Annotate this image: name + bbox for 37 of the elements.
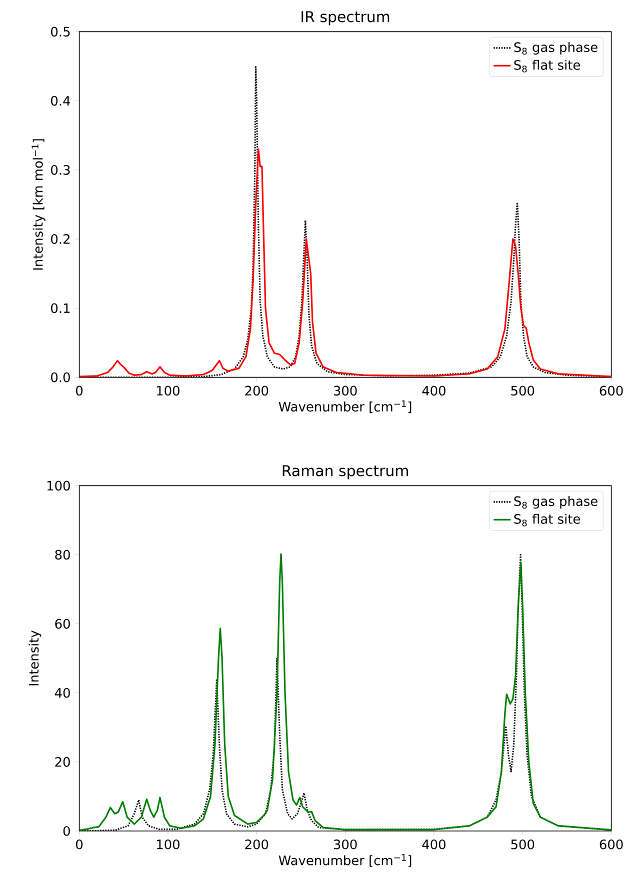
x-tick-label: 300 — [334, 840, 357, 850]
x-tick-label: 600 — [600, 386, 623, 396]
x-tick-label: 300 — [334, 386, 357, 396]
chart-title: Raman spectrum — [282, 465, 408, 480]
y-tick-label: 80 — [55, 550, 70, 560]
x-tick-label: 400 — [422, 386, 446, 396]
x-tick-label: 0 — [76, 840, 83, 850]
chart-title: IR spectrum — [302, 11, 390, 26]
x-tick-label: 200 — [245, 386, 268, 396]
x-tick-label: 400 — [422, 840, 446, 850]
x-tick-label: 0 — [76, 386, 83, 396]
y-tick-label: 0.0 — [51, 372, 70, 382]
y-tick-label: 0 — [63, 826, 70, 836]
x-tick-label: 100 — [157, 840, 180, 850]
y-tick-label: 0.3 — [51, 165, 70, 175]
y-tick-label: 40 — [54, 688, 70, 698]
x-axis-title: Wavenumber [cm$^{−1}$] — [278, 854, 412, 867]
y-tick-label: 20 — [55, 757, 70, 767]
legend-label: S$_{8}$ gas phase — [514, 42, 598, 55]
y-tick-label: 0.5 — [51, 26, 70, 37]
y-tick-label: 100 — [47, 480, 70, 491]
legend-label: S$_{8}$ flat site — [514, 514, 580, 526]
x-tick-label: 500 — [511, 840, 534, 850]
legend-label: S$_{8}$ gas phase — [514, 496, 598, 509]
y-tick-label: 60 — [55, 618, 70, 629]
x-tick-label: 100 — [157, 386, 180, 396]
legend-label: S$_{8}$ flat site — [514, 60, 580, 72]
y-axis-title: Intensity — [28, 630, 42, 686]
x-tick-label: 600 — [600, 840, 623, 850]
line-series — [79, 148, 612, 378]
x-tick-label: 200 — [245, 840, 268, 850]
y-axis-title: Intensity [km mol$^{−1}$] — [32, 139, 46, 270]
y-tick-label: 0.1 — [51, 303, 70, 314]
x-axis-title: Wavenumber [cm$^{−1}$] — [278, 400, 412, 414]
x-tick-label: 500 — [511, 386, 534, 396]
y-tick-label: 0.2 — [51, 234, 70, 244]
y-tick-label: 0.4 — [51, 96, 70, 106]
